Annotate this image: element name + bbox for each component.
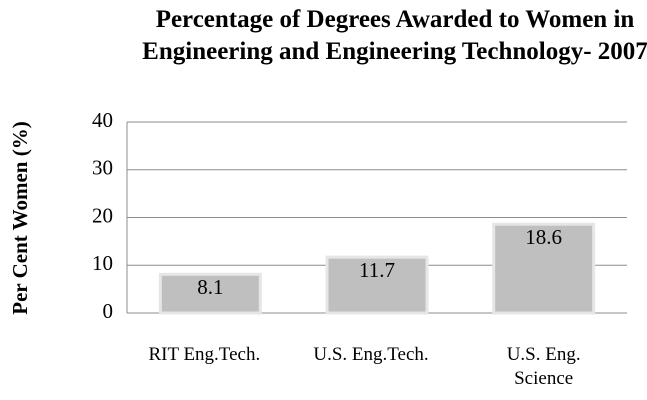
chart-title: Percentage of Degrees Awarded to Women i…	[142, 6, 647, 65]
y-tick-label: 0	[103, 299, 114, 323]
data-label: 18.6	[525, 225, 562, 249]
y-tick-label: 40	[92, 108, 113, 132]
bar	[325, 255, 429, 315]
y-tick-label: 30	[92, 156, 113, 180]
y-tick-label: 20	[92, 203, 113, 227]
y-tick-label: 10	[92, 251, 113, 275]
bar	[492, 222, 596, 315]
data-label: 11.7	[359, 258, 395, 282]
x-tick-label: U.S. Eng. Science	[506, 344, 581, 389]
bar	[158, 272, 262, 315]
x-tick-label: U.S. Eng.Tech.	[313, 344, 429, 365]
y-axis-label: Per Cent Women (%)	[8, 121, 32, 314]
x-tick-label: RIT Eng.Tech.	[148, 344, 261, 365]
data-label: 8.1	[197, 275, 223, 299]
